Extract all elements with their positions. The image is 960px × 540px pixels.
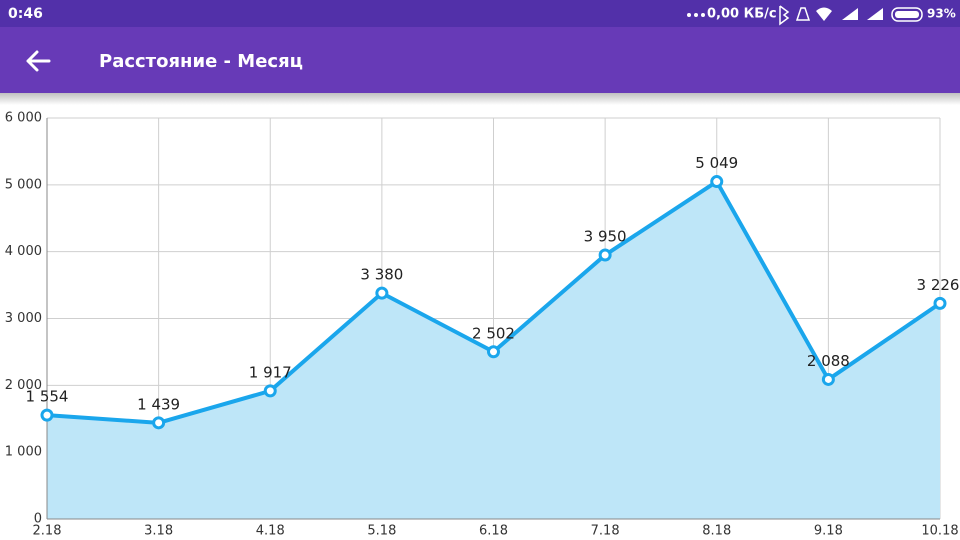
x-tick-label: 10.18 — [921, 524, 958, 539]
status-icons — [687, 5, 923, 26]
app-bar-shadow — [0, 93, 960, 105]
point — [40, 408, 54, 422]
value-label: 2 088 — [807, 352, 850, 370]
point — [263, 384, 277, 398]
point — [710, 175, 724, 189]
value-label: 3 950 — [584, 228, 627, 246]
x-tick-label: 8.18 — [702, 524, 731, 539]
battery-level: 93% — [927, 7, 956, 21]
y-tick-label: 3 000 — [5, 311, 42, 326]
x-tick-label: 5.18 — [367, 524, 396, 539]
point — [152, 416, 166, 430]
x-tick-label: 7.18 — [591, 524, 620, 539]
value-label: 3 226 — [917, 276, 960, 294]
point — [598, 248, 612, 262]
x-tick-label: 9.18 — [814, 524, 843, 539]
app-bar-title: Расстояние - Месяц — [99, 51, 303, 72]
y-tick-label: 0 — [34, 512, 42, 527]
status-bar — [0, 0, 960, 27]
x-tick-label: 4.18 — [256, 524, 285, 539]
x-tick-label: 3.18 — [144, 524, 173, 539]
chart: 0 1 000 2 000 3 000 4 000 5 000 6 000 2.18 3.18 4… — [5, 111, 960, 539]
y-tick-label: 6 000 — [5, 111, 42, 126]
value-label: 1 554 — [26, 388, 69, 406]
value-label: 5 049 — [695, 154, 738, 172]
status-time: 0:46 — [8, 6, 43, 22]
y-tick-label: 4 000 — [5, 244, 42, 259]
app-bar — [0, 27, 960, 93]
area — [47, 181, 940, 519]
network-speed: 0,00 КБ/с — [707, 7, 777, 22]
y-tick-label: 5 000 — [5, 177, 42, 192]
y-tick-label: 2 000 — [5, 378, 42, 393]
value-label: 3 380 — [360, 266, 403, 284]
x-tick-label: 2.18 — [33, 524, 62, 539]
value-label: 1 439 — [137, 395, 180, 413]
value-label: 2 502 — [472, 324, 515, 342]
y-tick-label: 1 000 — [5, 445, 42, 460]
point — [487, 345, 500, 359]
point — [821, 372, 835, 386]
x-tick-label: 6.18 — [479, 524, 508, 539]
point — [933, 296, 947, 310]
back-button[interactable] — [26, 50, 51, 72]
point — [375, 286, 389, 300]
value-label: 1 917 — [249, 363, 292, 381]
